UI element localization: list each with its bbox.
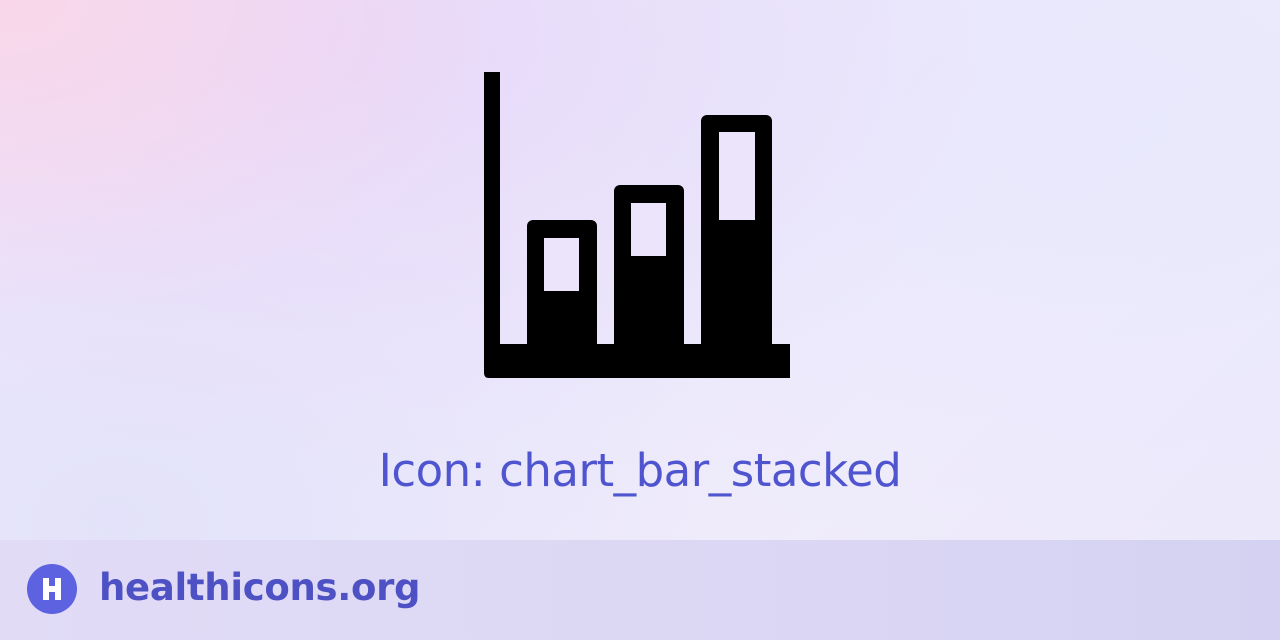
- site-name-link[interactable]: healthicons.org: [99, 566, 421, 609]
- footer-bar: healthicons.org: [0, 540, 1280, 640]
- icon-caption: Icon: chart_bar_stacked: [378, 444, 902, 497]
- chart-bar-stacked-icon: [474, 62, 806, 394]
- healthicons-logo-icon[interactable]: [27, 564, 77, 614]
